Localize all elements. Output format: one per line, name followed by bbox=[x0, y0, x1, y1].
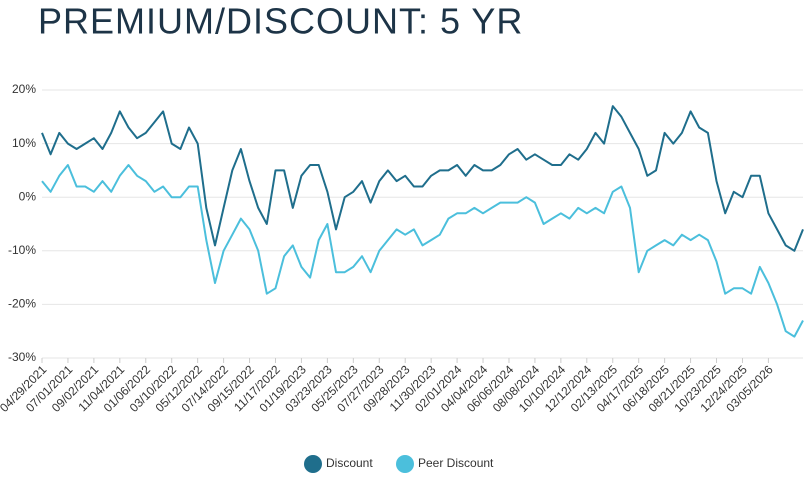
line-series bbox=[41, 164, 804, 338]
legend-swatch bbox=[304, 455, 322, 473]
chart-title: PREMIUM/DISCOUNT: 5 YR bbox=[38, 1, 523, 42]
legend-label: Discount bbox=[326, 456, 373, 470]
y-tick-label: 10% bbox=[12, 136, 36, 150]
y-tick-label: 0% bbox=[19, 189, 37, 203]
y-tick-label: 20% bbox=[12, 82, 36, 96]
line-series bbox=[41, 105, 804, 252]
legend-swatch bbox=[396, 455, 414, 473]
y-tick-label: -30% bbox=[8, 350, 36, 364]
legend-label: Peer Discount bbox=[418, 456, 494, 470]
y-tick-label: -10% bbox=[8, 243, 36, 257]
y-tick-label: -20% bbox=[8, 297, 36, 311]
